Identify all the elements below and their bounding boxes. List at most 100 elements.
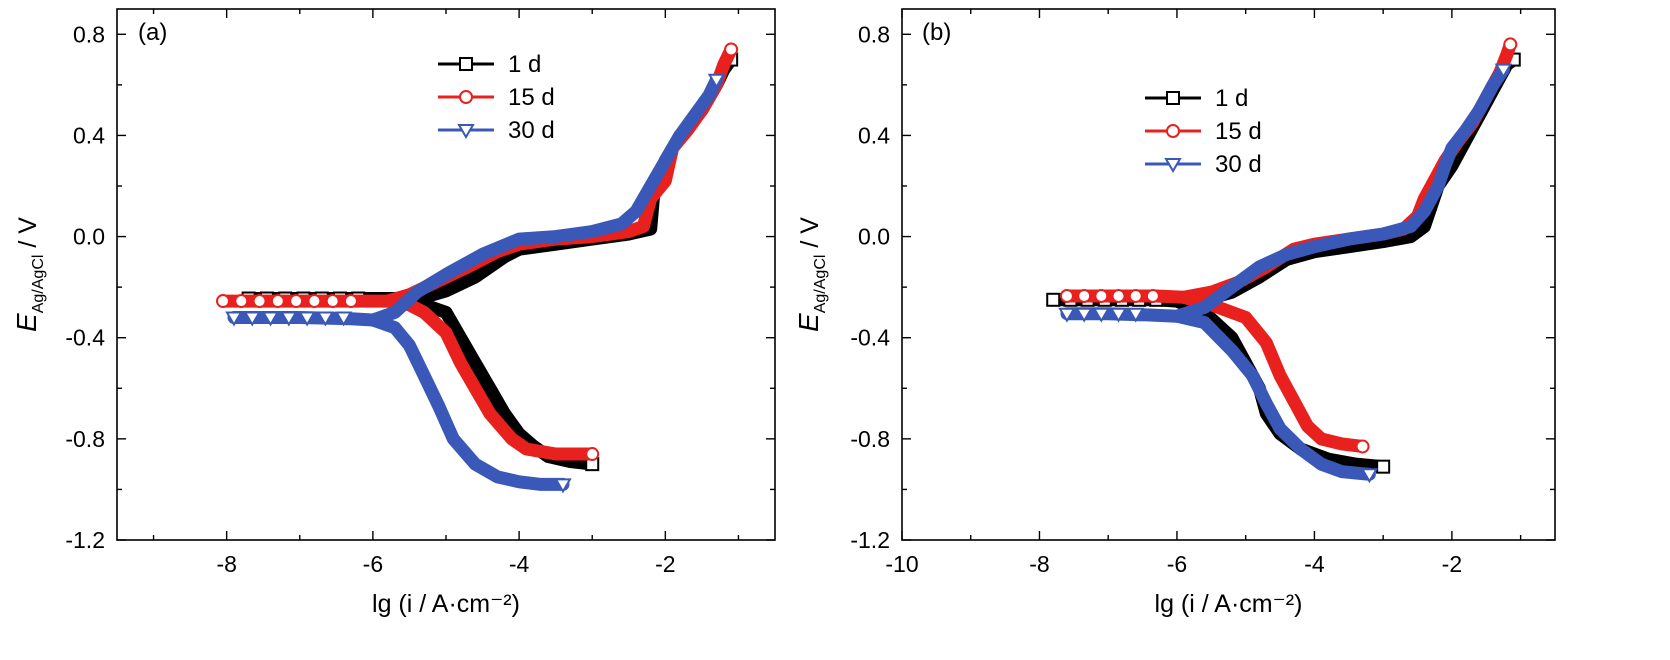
panel-b-y-axis-label: EAg/AgCl / V <box>793 217 829 332</box>
panel-a-series-30d-marker <box>298 311 316 327</box>
panel-b-series-30d-cathodic-branch <box>1170 309 1376 481</box>
panel-b-y-axis-subscript: Ag/AgCl <box>812 255 829 314</box>
panel-b-legend-marker <box>1164 158 1182 173</box>
panel-a-series-30d-end-marker <box>554 478 572 494</box>
panel-a-y-axis-symbol: E <box>11 313 42 332</box>
panel-a-legend-marker <box>459 90 473 104</box>
panel-b-y-tick-label: 0.4 <box>858 122 890 148</box>
panel-b-x-tick-label: -4 <box>1304 551 1325 577</box>
panel-a-series-30d-cathodic-branch <box>366 313 570 491</box>
panel-a-y-axis-label: EAg/AgCl / V <box>11 217 47 332</box>
panel-b-legend-label: 15 d <box>1215 118 1262 145</box>
panel-b-series-30d-marker <box>1075 307 1093 323</box>
panel-a-x-tick-label: -4 <box>509 551 530 577</box>
panel-b-legend-entry: 1 d <box>1145 85 1248 112</box>
panel-b-y-axis-unit: / V <box>796 217 824 255</box>
panel-a-legend-marker <box>459 57 473 71</box>
panel-a-series-30d-marker <box>316 311 335 327</box>
panel-b-legend-label: 1 d <box>1215 85 1248 112</box>
panel-a-y-tick-label: 0.0 <box>73 224 105 250</box>
panel-a-legend-entry: 30 d <box>438 117 555 144</box>
panel-b-series-15d-marker <box>1077 288 1092 303</box>
panel-b-y-tick-label: 0.0 <box>858 224 890 250</box>
panel-b-y-tick-label: -0.4 <box>850 325 890 351</box>
panel-a-series-15d-cathodic-branch <box>381 294 599 461</box>
panel-b-y-tick-label: -1.2 <box>850 527 890 553</box>
panel-b-x-tick-label: -2 <box>1442 551 1462 577</box>
panel-a-series-15d-marker <box>252 294 267 309</box>
panel-a-y-axis-unit: / V <box>14 217 42 255</box>
panel-b-series-30d-marker <box>1092 307 1111 323</box>
panel-b-series-30d-marker <box>1109 307 1128 323</box>
panel-a-legend-entry: 15 d <box>438 84 555 111</box>
panel-a-y-tick-label: -0.8 <box>65 426 105 452</box>
panel-b-y-axis-symbol: E <box>793 313 824 332</box>
panel-b-y-tick-label: 0.8 <box>858 21 890 47</box>
panel-b-series-30d-marker <box>1126 307 1145 323</box>
panel-b-series-30d-end-marker <box>1360 468 1379 484</box>
panel-a-chart: -8 -6 -4 -2 -1.2 -0.8 -0.4 0.0 0.4 0.8 (a) lg (i / … <box>11 8 776 618</box>
panel-b-series-15d-marker <box>1094 288 1109 303</box>
panel-b-series-15d-end-marker <box>1355 439 1370 454</box>
panel-b-series-15d-end-marker <box>1503 37 1518 52</box>
panel-a-series-30d-end-marker <box>707 73 726 89</box>
panel-a-series-30d-marker <box>243 311 261 327</box>
panel-a-series-30d-marker <box>280 311 298 327</box>
panel-b-series-15d-marker <box>1145 288 1160 303</box>
panel-b-x-tick-label: -6 <box>1167 551 1187 577</box>
panel-a-series-15d-end-marker <box>585 447 600 462</box>
panel-b-series-15d-marker <box>1111 288 1126 303</box>
panel-b-x-axis-label: lg (i / A·cm⁻²) <box>1155 590 1303 618</box>
panel-a-x-tick-label: -6 <box>363 551 383 577</box>
panel-a-series-15d-marker <box>325 294 340 309</box>
panel-a-legend-label: 15 d <box>508 84 555 111</box>
panel-b-series-30d-anodic-branch <box>1060 63 1510 323</box>
panel-b-series-30d <box>1058 63 1513 484</box>
panel-a-y-tick-label: -0.4 <box>65 325 105 351</box>
panel-b-series-15d-marker <box>1059 288 1074 303</box>
panel-a-label: (a) <box>138 19 167 46</box>
panel-b-series-1d-end-marker <box>1376 459 1391 474</box>
panel-b-series-15d <box>1059 37 1518 454</box>
panel-a-series-15d-marker <box>289 294 304 309</box>
panel-a-x-tick-label: -8 <box>216 551 236 577</box>
panel-b-series-1d-marker <box>1046 292 1061 307</box>
panel-b-legend-entry: 30 d <box>1145 151 1262 178</box>
panel-a-series-15d-marker <box>216 294 231 309</box>
panel-b-label: (b) <box>922 19 951 46</box>
panel-b-x-tick-label: -8 <box>1029 551 1049 577</box>
panel-a-series-15d-marker <box>234 294 249 309</box>
panel-a-y-axis-subscript: Ag/AgCl <box>30 255 47 314</box>
panel-b-y-tick-label: -0.8 <box>850 426 890 452</box>
panel-b-series-15d-cathodic-branch <box>1177 290 1369 453</box>
panel-a-legend-label: 30 d <box>508 117 555 144</box>
panel-a-legend-entry: 1 d <box>438 51 541 78</box>
panel-a-series-30d-marker <box>261 311 280 327</box>
panel-a-series-30d-anodic-branch <box>227 73 723 327</box>
panel-a-series-30d-marker <box>334 311 353 327</box>
panel-b-chart: -10 -8 -6 -4 -2 -1.2 -0.8 -0.4 0.0 0.4 0.8 (b) lg (i… <box>793 8 1556 618</box>
panel-a-series-15d-marker <box>307 294 322 309</box>
panel-b-legend-entry: 15 d <box>1145 118 1262 145</box>
panel-a-y-tick-label: 0.8 <box>73 21 105 47</box>
panel-a-x-axis-label: lg (i / A·cm⁻²) <box>372 590 520 618</box>
panel-a-series-30d <box>225 73 726 494</box>
panel-b-x-tick-label: -10 <box>885 551 918 577</box>
panel-a-series-15d-end-marker <box>724 42 739 57</box>
panel-b-series-30d-end-marker <box>1494 63 1513 79</box>
panel-a-series-30d-marker <box>225 311 243 327</box>
panel-b-legend-marker <box>1166 124 1180 138</box>
panel-a-legend-marker <box>457 124 475 139</box>
panel-b-legend-marker <box>1166 91 1180 105</box>
panel-b-series-30d-marker <box>1058 307 1076 323</box>
panel-a-series-15d-marker <box>270 294 285 309</box>
panel-a-legend-label: 1 d <box>508 51 541 78</box>
panel-a-y-tick-label: -1.2 <box>65 527 105 553</box>
panel-b-legend-label: 30 d <box>1215 151 1262 178</box>
panel-a-series-15d-marker <box>343 294 358 309</box>
panel-a-x-tick-label: -2 <box>655 551 675 577</box>
panel-a-y-tick-label: 0.4 <box>73 122 105 148</box>
panel-b-plot-frame <box>901 8 1556 541</box>
panel-b-series-15d-marker <box>1128 288 1143 303</box>
